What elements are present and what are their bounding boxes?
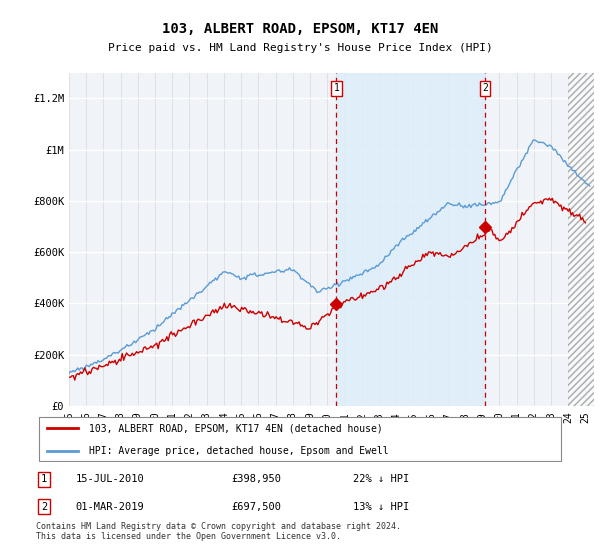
Bar <box>337 73 485 406</box>
Text: 13% ↓ HPI: 13% ↓ HPI <box>353 502 409 512</box>
Text: 22% ↓ HPI: 22% ↓ HPI <box>353 474 409 484</box>
FancyBboxPatch shape <box>38 417 562 461</box>
Text: Contains HM Land Registry data © Crown copyright and database right 2024.
This d: Contains HM Land Registry data © Crown c… <box>36 522 401 542</box>
Text: 15-JUL-2010: 15-JUL-2010 <box>76 474 145 484</box>
Text: 01-MAR-2019: 01-MAR-2019 <box>76 502 145 512</box>
Text: HPI: Average price, detached house, Epsom and Ewell: HPI: Average price, detached house, Epso… <box>89 446 388 455</box>
Text: 1: 1 <box>334 83 340 93</box>
Text: 103, ALBERT ROAD, EPSOM, KT17 4EN (detached house): 103, ALBERT ROAD, EPSOM, KT17 4EN (detac… <box>89 423 383 433</box>
Text: Price paid vs. HM Land Registry's House Price Index (HPI): Price paid vs. HM Land Registry's House … <box>107 43 493 53</box>
Text: £398,950: £398,950 <box>232 474 281 484</box>
Text: 1: 1 <box>41 474 47 484</box>
Text: 103, ALBERT ROAD, EPSOM, KT17 4EN: 103, ALBERT ROAD, EPSOM, KT17 4EN <box>162 22 438 36</box>
Text: 2: 2 <box>41 502 47 512</box>
Text: £697,500: £697,500 <box>232 502 281 512</box>
Bar <box>568 73 594 406</box>
Text: 2: 2 <box>482 83 488 93</box>
